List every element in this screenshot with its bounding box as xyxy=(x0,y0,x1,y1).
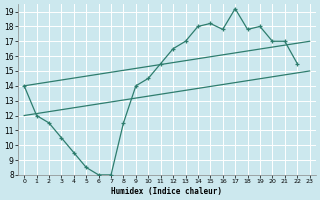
X-axis label: Humidex (Indice chaleur): Humidex (Indice chaleur) xyxy=(111,187,222,196)
